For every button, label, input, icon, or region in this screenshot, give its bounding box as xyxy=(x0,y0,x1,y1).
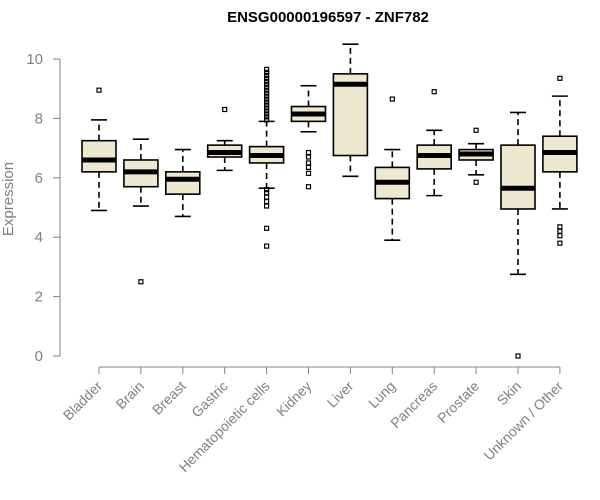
outlier-point xyxy=(264,75,270,81)
outlier-point xyxy=(264,84,270,90)
outlier-point xyxy=(557,240,563,246)
box-group xyxy=(500,111,536,359)
box-group xyxy=(290,84,327,190)
y-tick-label: 4 xyxy=(35,229,43,246)
outlier-point xyxy=(264,99,270,105)
outlier-point xyxy=(431,89,437,95)
outlier-point xyxy=(305,164,312,171)
box-group xyxy=(248,66,285,249)
outlier-point xyxy=(557,228,563,234)
box-group xyxy=(458,127,494,185)
outlier-point xyxy=(264,93,270,99)
x-tick-label: Lung xyxy=(365,378,398,411)
outlier-point xyxy=(264,108,270,114)
y-tick-label: 6 xyxy=(35,170,43,187)
outlier-point xyxy=(557,233,563,239)
outlier-point xyxy=(264,69,270,75)
box-group xyxy=(332,43,369,178)
outlier-point xyxy=(264,102,270,108)
y-tick-label: 0 xyxy=(35,348,43,365)
iqr-box xyxy=(332,73,369,157)
x-tick-label: Breast xyxy=(149,378,189,418)
outlier-point xyxy=(389,96,395,102)
outlier-point xyxy=(264,81,270,87)
x-tick-label: Kidney xyxy=(273,378,315,420)
outlier-point xyxy=(264,111,270,117)
x-tick-label: Unknown / Other xyxy=(480,378,566,464)
outlier-point xyxy=(305,160,312,166)
box-group xyxy=(206,106,243,172)
outlier-point xyxy=(264,194,270,200)
box-group xyxy=(542,75,578,246)
x-tick-label: Pancreas xyxy=(387,378,440,431)
x-tick-label: Skin xyxy=(494,378,525,409)
outlier-point xyxy=(222,106,228,113)
outlier-point xyxy=(264,198,270,205)
outlier-point xyxy=(264,78,270,84)
boxes xyxy=(81,43,578,359)
box-group xyxy=(81,87,117,212)
outlier-point xyxy=(96,87,102,93)
chart-title: ENSG00000196597 - ZNF782 xyxy=(227,9,429,26)
y-tick-label: 8 xyxy=(35,110,43,127)
x-tick-label: Bladder xyxy=(60,378,106,424)
outlier-point xyxy=(264,105,270,111)
box-group xyxy=(374,96,411,241)
x-tick-label: Brain xyxy=(113,378,147,412)
outlier-point xyxy=(557,224,563,230)
box-group xyxy=(416,89,453,197)
outlier-point xyxy=(305,154,312,160)
box-group xyxy=(165,148,201,218)
outlier-point xyxy=(264,66,270,72)
x-tick-label: Prostate xyxy=(434,378,482,426)
outlier-point xyxy=(515,353,521,359)
outlier-point xyxy=(305,184,312,190)
y-tick-label: 10 xyxy=(26,51,43,68)
y-tick-label: 2 xyxy=(35,289,43,306)
outlier-point xyxy=(264,72,270,78)
outlier-point xyxy=(264,190,270,196)
outlier-point xyxy=(264,203,270,209)
outlier-point xyxy=(473,127,479,133)
outlier-point xyxy=(305,170,312,176)
outlier-point xyxy=(264,96,270,102)
y-axis-label: Expression xyxy=(0,162,17,236)
iqr-box xyxy=(81,139,117,173)
x-tick-label: Liver xyxy=(324,378,357,411)
outlier-point xyxy=(305,149,312,156)
outlier-point xyxy=(138,279,144,285)
outlier-point xyxy=(264,87,270,93)
outlier-point xyxy=(264,225,270,231)
iqr-box xyxy=(165,171,201,195)
outlier-point xyxy=(264,90,270,96)
outlier-point xyxy=(264,114,270,120)
outlier-point xyxy=(473,179,479,185)
box-group xyxy=(123,138,159,285)
outlier-point xyxy=(557,75,563,81)
iqr-box xyxy=(500,144,536,210)
outlier-point xyxy=(264,243,270,249)
outlier-point xyxy=(264,187,270,193)
outlier-point xyxy=(264,117,270,123)
